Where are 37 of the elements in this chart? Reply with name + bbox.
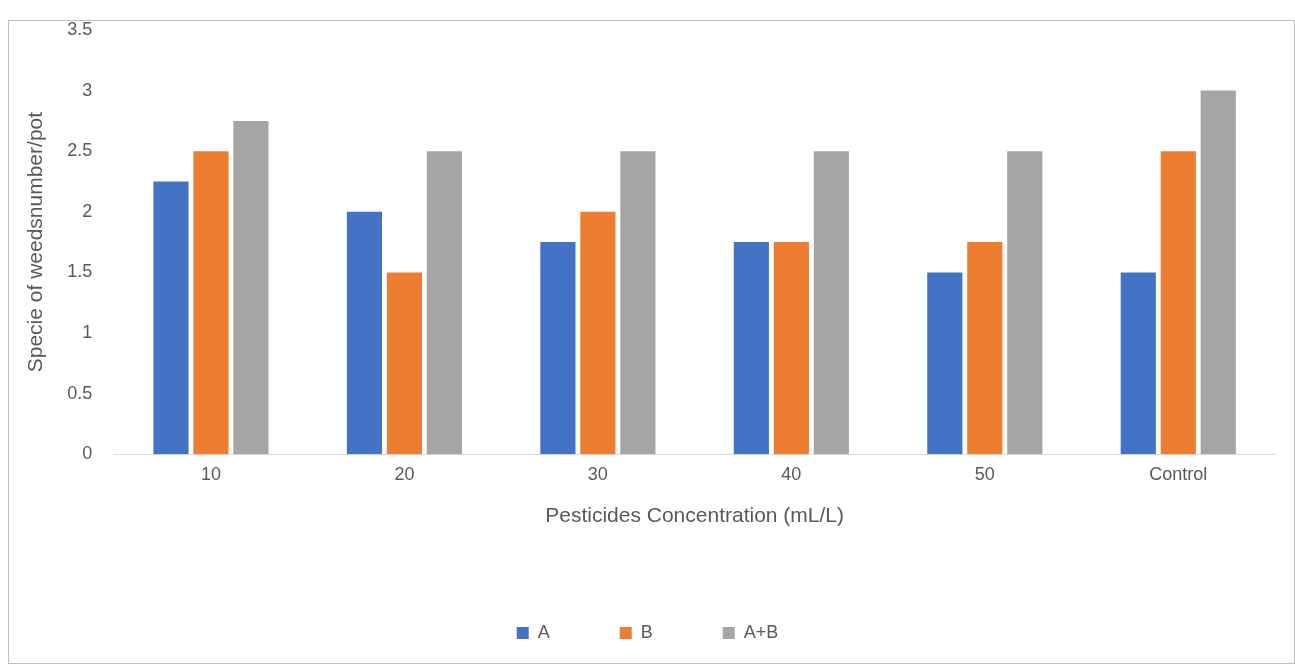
legend-label: A <box>537 621 550 642</box>
y-tick-label: 2 <box>82 200 93 221</box>
bar <box>733 242 769 455</box>
bar <box>580 211 616 455</box>
y-tick-label: 3 <box>82 79 93 100</box>
bar <box>813 151 849 455</box>
bar <box>386 272 423 455</box>
bar <box>233 120 269 455</box>
y-tick-label: 0.5 <box>67 382 93 403</box>
bar <box>1007 151 1043 455</box>
x-tick-label: Control <box>1149 463 1208 484</box>
bar <box>967 242 1003 455</box>
y-tick-label: 1.5 <box>67 261 93 282</box>
bar <box>1200 90 1236 455</box>
x-tick-label: 30 <box>587 463 608 484</box>
bar <box>153 181 189 455</box>
y-tick-label: 0 <box>82 443 93 464</box>
legend-label: B <box>640 621 653 642</box>
x-tick-label: 40 <box>781 463 802 484</box>
y-axis-title: Specie of weedsnumber/pot <box>23 111 47 373</box>
y-tick-label: 2.5 <box>67 140 93 161</box>
x-tick-label: 20 <box>394 463 415 484</box>
x-axis-title: Pesticides Concentration (mL/L) <box>545 503 845 527</box>
y-tick-label: 1 <box>82 321 93 342</box>
bar <box>1160 151 1196 455</box>
legend-label: A+B <box>743 621 779 642</box>
x-tick-label: 50 <box>974 463 995 484</box>
bar <box>1120 272 1156 455</box>
bar <box>927 272 963 455</box>
bar <box>346 211 383 455</box>
bar <box>773 242 809 455</box>
bar <box>620 151 656 455</box>
y-tick-label: 3.5 <box>67 18 93 39</box>
x-tick-label: 10 <box>200 463 221 484</box>
bar <box>426 151 462 455</box>
bar <box>193 151 229 455</box>
bar <box>540 242 576 455</box>
